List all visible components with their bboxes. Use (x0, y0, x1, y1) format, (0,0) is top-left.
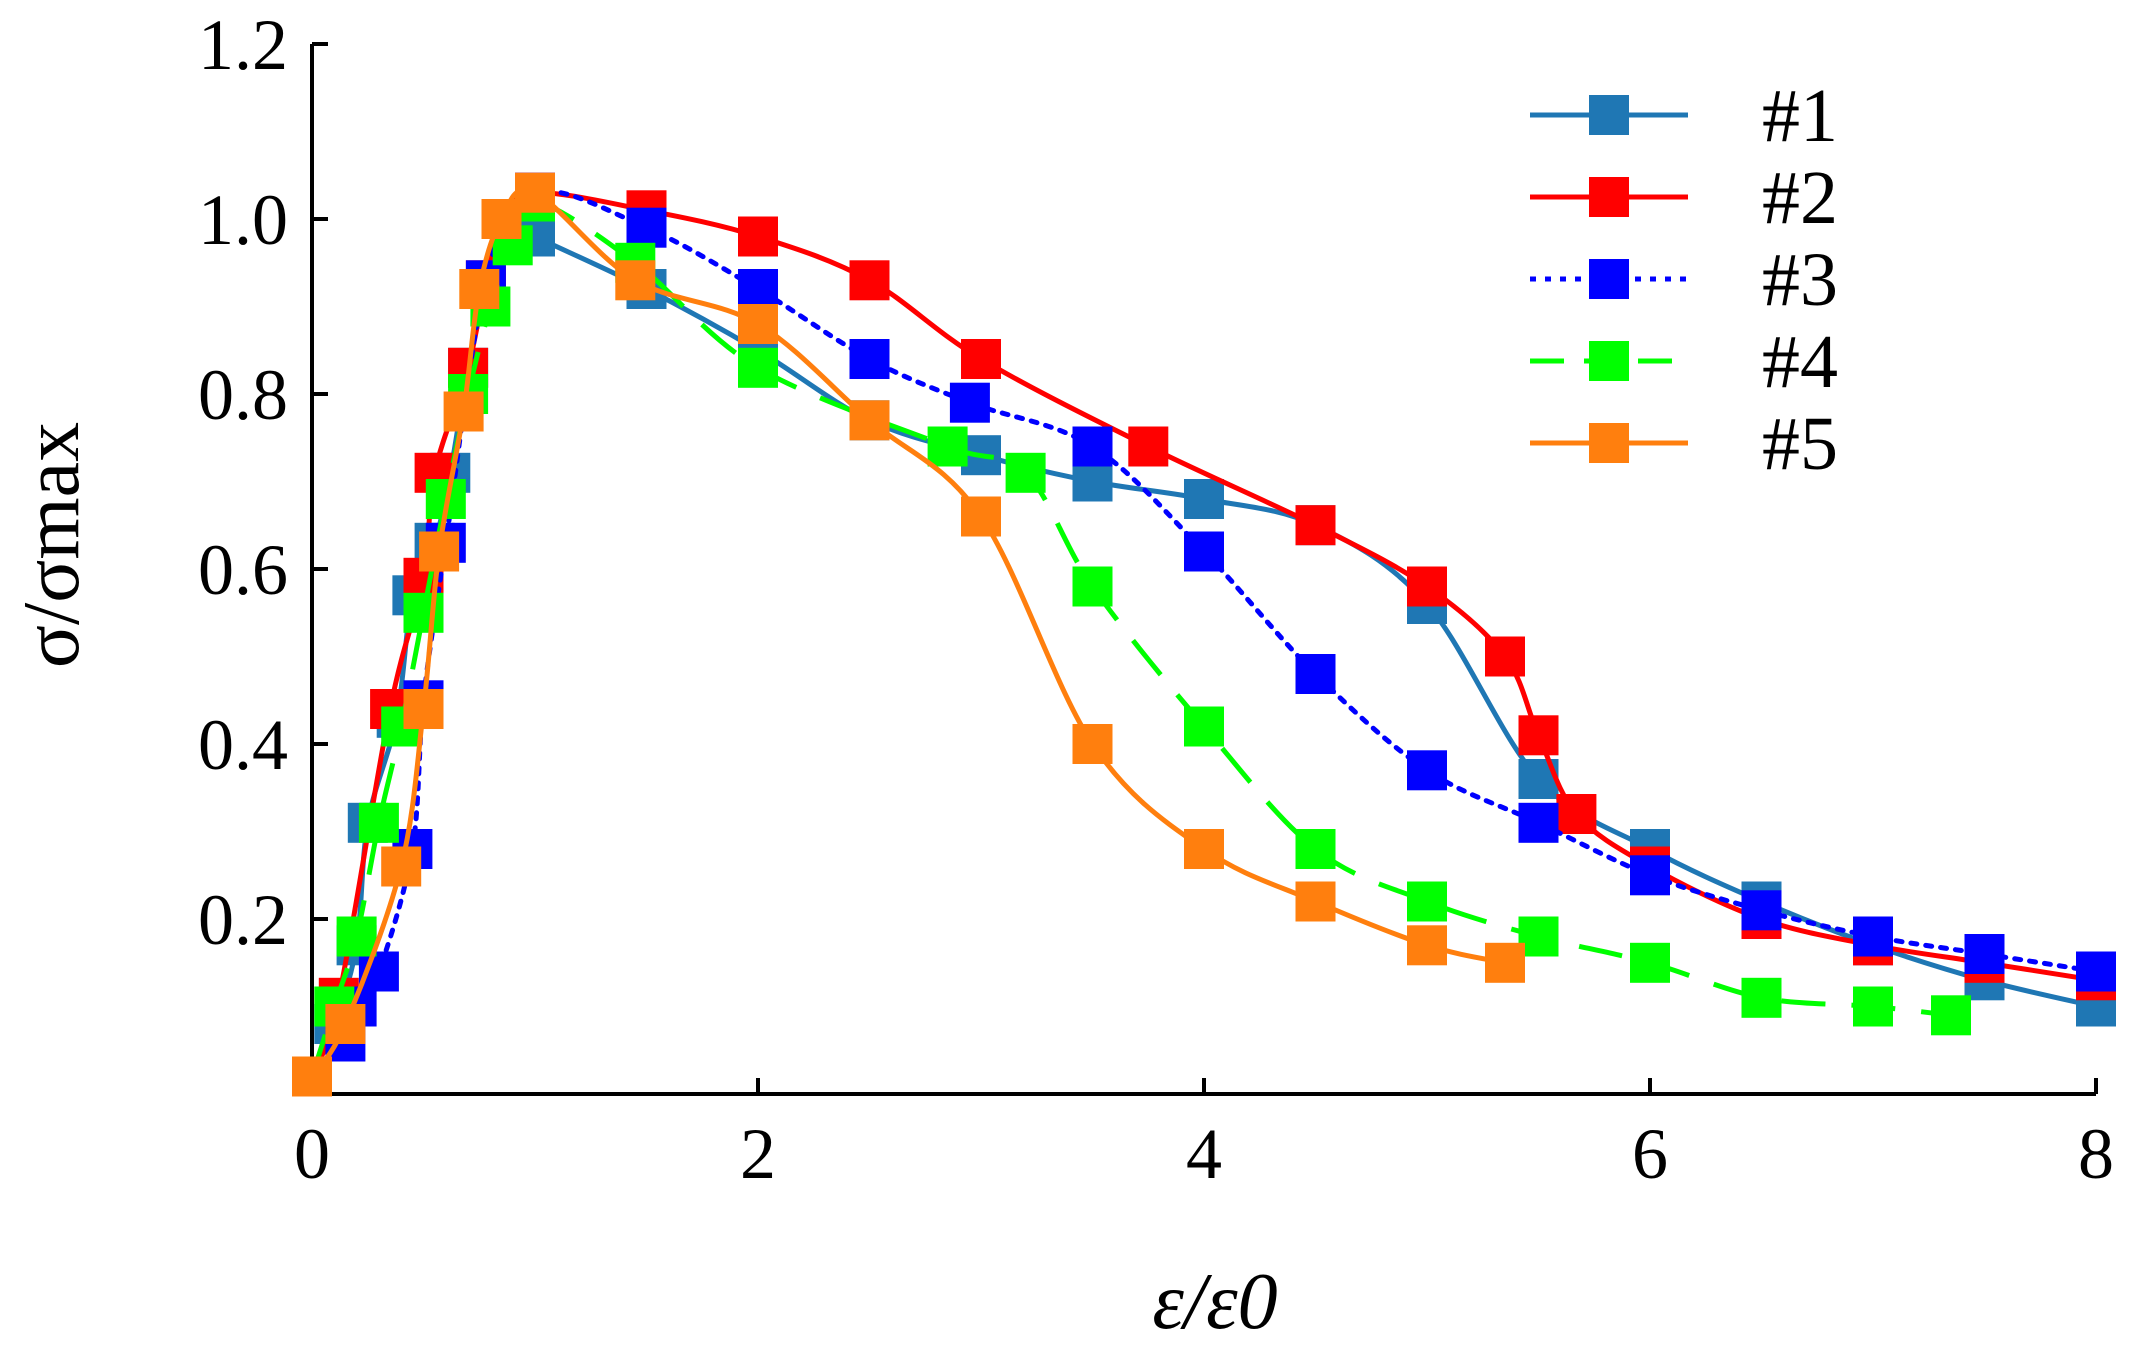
axes: 0 2 4 6 8 0.2 0.4 0.6 0.8 1.0 1.2 (198, 5, 2114, 1194)
data-point-marker (961, 496, 1001, 537)
data-point-marker (738, 304, 778, 344)
x-ticks: 0 2 4 6 8 (294, 1078, 2114, 1194)
data-point-marker (1005, 452, 1046, 493)
legend-marker (1589, 177, 1629, 217)
legend-marker (1589, 95, 1629, 135)
series-5 (292, 172, 1525, 1097)
y-tick-label: 1.0 (198, 180, 288, 260)
data-point-marker (738, 269, 778, 309)
legend-marker (1589, 341, 1629, 381)
data-point-marker (403, 689, 444, 729)
data-point-marker (443, 391, 484, 432)
data-point-marker (481, 199, 522, 239)
data-point-marker (961, 339, 1001, 379)
y-ticks: 0.2 0.4 0.6 0.8 1.0 1.2 (198, 5, 328, 960)
data-point-marker (1072, 566, 1113, 607)
data-point-marker (1407, 925, 1447, 966)
data-point-marker (1518, 916, 1559, 957)
legend: #1#2#3#4#5 (1530, 74, 1838, 486)
data-point-marker (1518, 802, 1559, 843)
legend-label: #5 (1762, 402, 1838, 486)
data-point-marker (1295, 829, 1336, 869)
data-point-marker (1518, 715, 1559, 756)
data-point-marker (949, 382, 990, 423)
data-point-marker (381, 846, 422, 887)
data-point-marker (292, 1056, 332, 1097)
x-tick-label: 2 (740, 1114, 776, 1194)
x-axis-label: ε/ε0 (1152, 1258, 1277, 1346)
data-point-marker (1072, 461, 1113, 502)
x-tick-label: 8 (2078, 1114, 2114, 1194)
data-point-marker (1407, 750, 1447, 791)
legend-label: #4 (1762, 320, 1838, 404)
legend-item: #1 (1530, 74, 1838, 158)
legend-marker (1589, 259, 1629, 299)
legend-label: #2 (1762, 156, 1838, 240)
data-point-marker (1741, 890, 1782, 931)
legend-item: #5 (1530, 402, 1838, 486)
data-point-marker (927, 426, 968, 467)
data-point-marker (1295, 654, 1336, 694)
data-point-marker (1853, 916, 1893, 957)
data-point-marker (1931, 995, 1971, 1036)
y-tick-label: 0.4 (198, 705, 288, 785)
data-point-marker (459, 269, 500, 309)
series-3 (292, 172, 2116, 1097)
series (292, 172, 2116, 1097)
x-tick-label: 0 (294, 1114, 330, 1194)
data-point-marker (1295, 505, 1336, 546)
data-point-marker (2076, 951, 2116, 992)
data-point-marker (1485, 636, 1525, 677)
data-point-marker (1964, 934, 2005, 974)
data-point-marker (849, 339, 890, 379)
data-point-marker (1407, 881, 1447, 922)
data-point-marker (849, 260, 890, 301)
series-4 (292, 181, 1971, 1097)
data-point-marker (403, 592, 444, 633)
legend-item: #3 (1530, 238, 1838, 322)
data-point-marker (1184, 829, 1224, 869)
legend-label: #3 (1762, 238, 1838, 322)
data-point-marker (336, 916, 377, 957)
x-tick-label: 6 (1632, 1114, 1668, 1194)
series-1 (292, 199, 2116, 1097)
data-point-marker (325, 1004, 366, 1044)
y-tick-label: 1.2 (198, 5, 288, 85)
data-point-marker (1184, 479, 1224, 519)
x-tick-label: 4 (1186, 1114, 1222, 1194)
legend-item: #2 (1530, 156, 1838, 240)
y-tick-label: 0.8 (198, 355, 288, 435)
data-point-marker (1128, 426, 1169, 467)
data-point-marker (1072, 724, 1113, 764)
data-point-marker (1295, 881, 1336, 922)
data-point-marker (1407, 566, 1447, 607)
series-2 (292, 172, 2116, 1097)
data-point-marker (1184, 531, 1224, 572)
y-tick-label: 0.2 (198, 880, 288, 960)
data-point-marker (1741, 977, 1782, 1018)
data-point-marker (1556, 794, 1597, 834)
series-line (309, 198, 1952, 1078)
data-point-marker (1630, 942, 1670, 983)
data-point-marker (1853, 986, 1893, 1027)
data-point-marker (1072, 426, 1113, 467)
data-point-marker (738, 347, 778, 388)
data-point-marker (1184, 706, 1224, 747)
data-point-marker (1485, 942, 1525, 983)
data-point-marker (615, 260, 656, 301)
y-axis-label: σ/σmax (8, 422, 96, 668)
legend-label: #1 (1762, 74, 1838, 158)
legend-marker (1589, 423, 1629, 463)
data-point-marker (358, 802, 399, 843)
data-point-marker (515, 172, 555, 213)
data-point-marker (1630, 855, 1670, 896)
data-point-marker (738, 216, 778, 257)
data-point-marker (626, 207, 667, 248)
y-tick-label: 0.6 (198, 530, 288, 610)
legend-item: #4 (1530, 320, 1838, 404)
data-point-marker (419, 531, 460, 572)
data-point-marker (849, 400, 890, 441)
